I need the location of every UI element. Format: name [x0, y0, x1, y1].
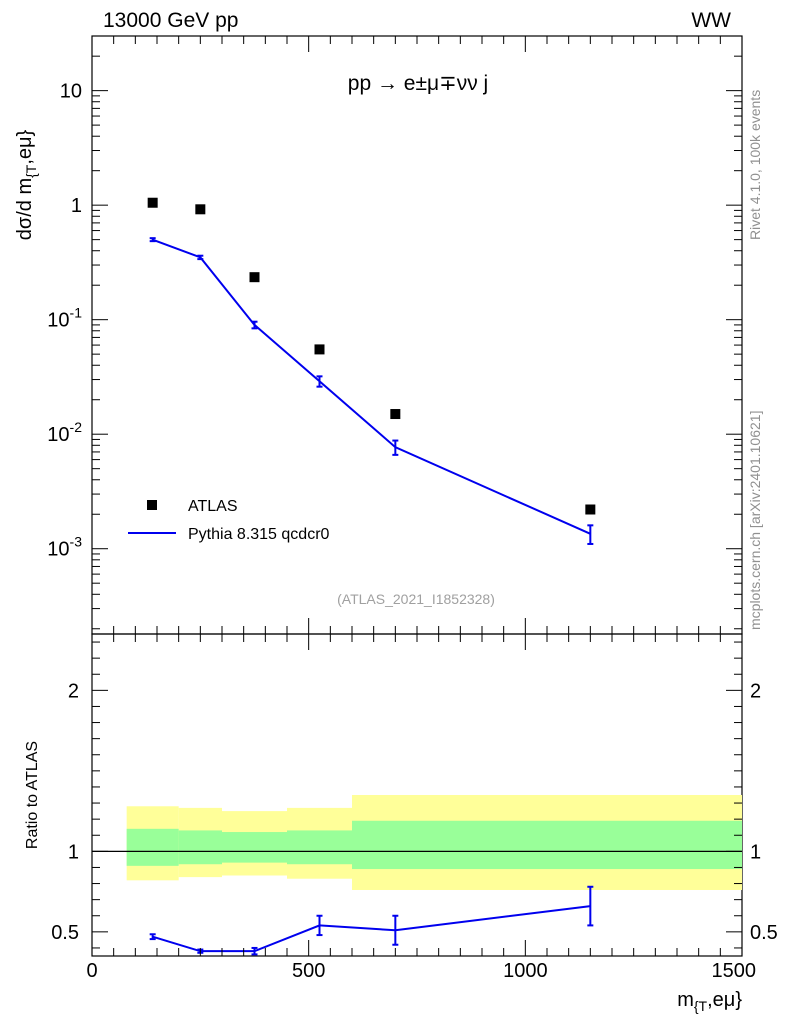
- ratio-series: [149, 885, 594, 956]
- process-label: pp → e±μ∓νν j: [348, 72, 488, 95]
- main-y-axis-label: dσ/d m{T,eμ}: [14, 129, 39, 240]
- legend-atlas-label: ATLAS: [188, 498, 238, 515]
- ratio-y-tick-label-right: 0.5: [750, 922, 778, 944]
- main-plot-area: [147, 197, 596, 545]
- rivet-label: Rivet 4.1.0, 100k events: [747, 90, 763, 240]
- legend: ATLAS Pythia 8.315 qcdcr0: [128, 498, 330, 543]
- main-axis-ticks: 10 1 10-1 10-2 10-3: [47, 35, 743, 634]
- x-tick-label: 0: [86, 960, 97, 982]
- header-right: WW: [691, 9, 731, 32]
- y-tick-label: 1: [71, 195, 82, 217]
- y-tick-label: 10-3: [47, 534, 82, 561]
- ratio-y-tick-label: 1: [68, 841, 79, 863]
- y-tick-label: 10-1: [47, 305, 82, 332]
- y-tick-label: 10: [60, 81, 82, 103]
- ratio-band-inner: [222, 832, 287, 863]
- mcplots-label: mcplots.cern.ch [arXiv:2401.10621]: [747, 411, 763, 630]
- atlas-data-point: [147, 197, 158, 208]
- legend-mc-label: Pythia 8.315 qcdcr0: [188, 526, 330, 543]
- analysis-label: (ATLAS_2021_I1852328): [337, 591, 495, 607]
- atlas-data-point: [195, 204, 206, 215]
- atlas-data-point: [314, 344, 325, 355]
- ratio-band-inner: [352, 820, 742, 870]
- header-left: 13000 GeV pp: [103, 9, 238, 32]
- x-tick-label: 500: [292, 960, 325, 982]
- ratio-band-inner: [178, 830, 222, 865]
- main-frame: [91, 35, 743, 635]
- mc-line: [152, 238, 591, 535]
- x-axis-label: m{T,eμ}: [677, 989, 742, 1014]
- ratio-line: [152, 905, 591, 953]
- x-tick-label: 1500: [712, 960, 757, 982]
- ratio-y-tick-label-right: 1: [750, 841, 761, 863]
- atlas-data-point: [585, 504, 596, 515]
- ratio-band-inner: [126, 828, 179, 866]
- ratio-y-tick-label: 2: [68, 680, 79, 702]
- atlas-data-point: [390, 409, 401, 420]
- ratio-band-inner: [287, 830, 352, 865]
- y-tick-label: 10-2: [47, 419, 82, 446]
- ratio-panel: 0.5 0.5 1 1 2 2 0 500 1000 1500 Ratio to ATLAS m{…: [24, 633, 778, 1014]
- ratio-y-tick-label: 0.5: [51, 922, 79, 944]
- atlas-data-point: [249, 272, 260, 283]
- ratio-y-tick-label-right: 2: [750, 680, 761, 702]
- ratio-plot-area: [92, 795, 742, 956]
- x-tick-label: 1000: [503, 960, 548, 982]
- ratio-axis-ticks: 0.5 0.5 1 1 2 2 0 500 1000 1500: [51, 634, 778, 982]
- ratio-y-axis-label: Ratio to ATLAS: [24, 741, 41, 849]
- main-panel: 10 1 10-1 10-2 10-3 pp → e±μ∓νν j (ATLAS_202…: [14, 35, 743, 635]
- legend-atlas-marker: [147, 500, 157, 510]
